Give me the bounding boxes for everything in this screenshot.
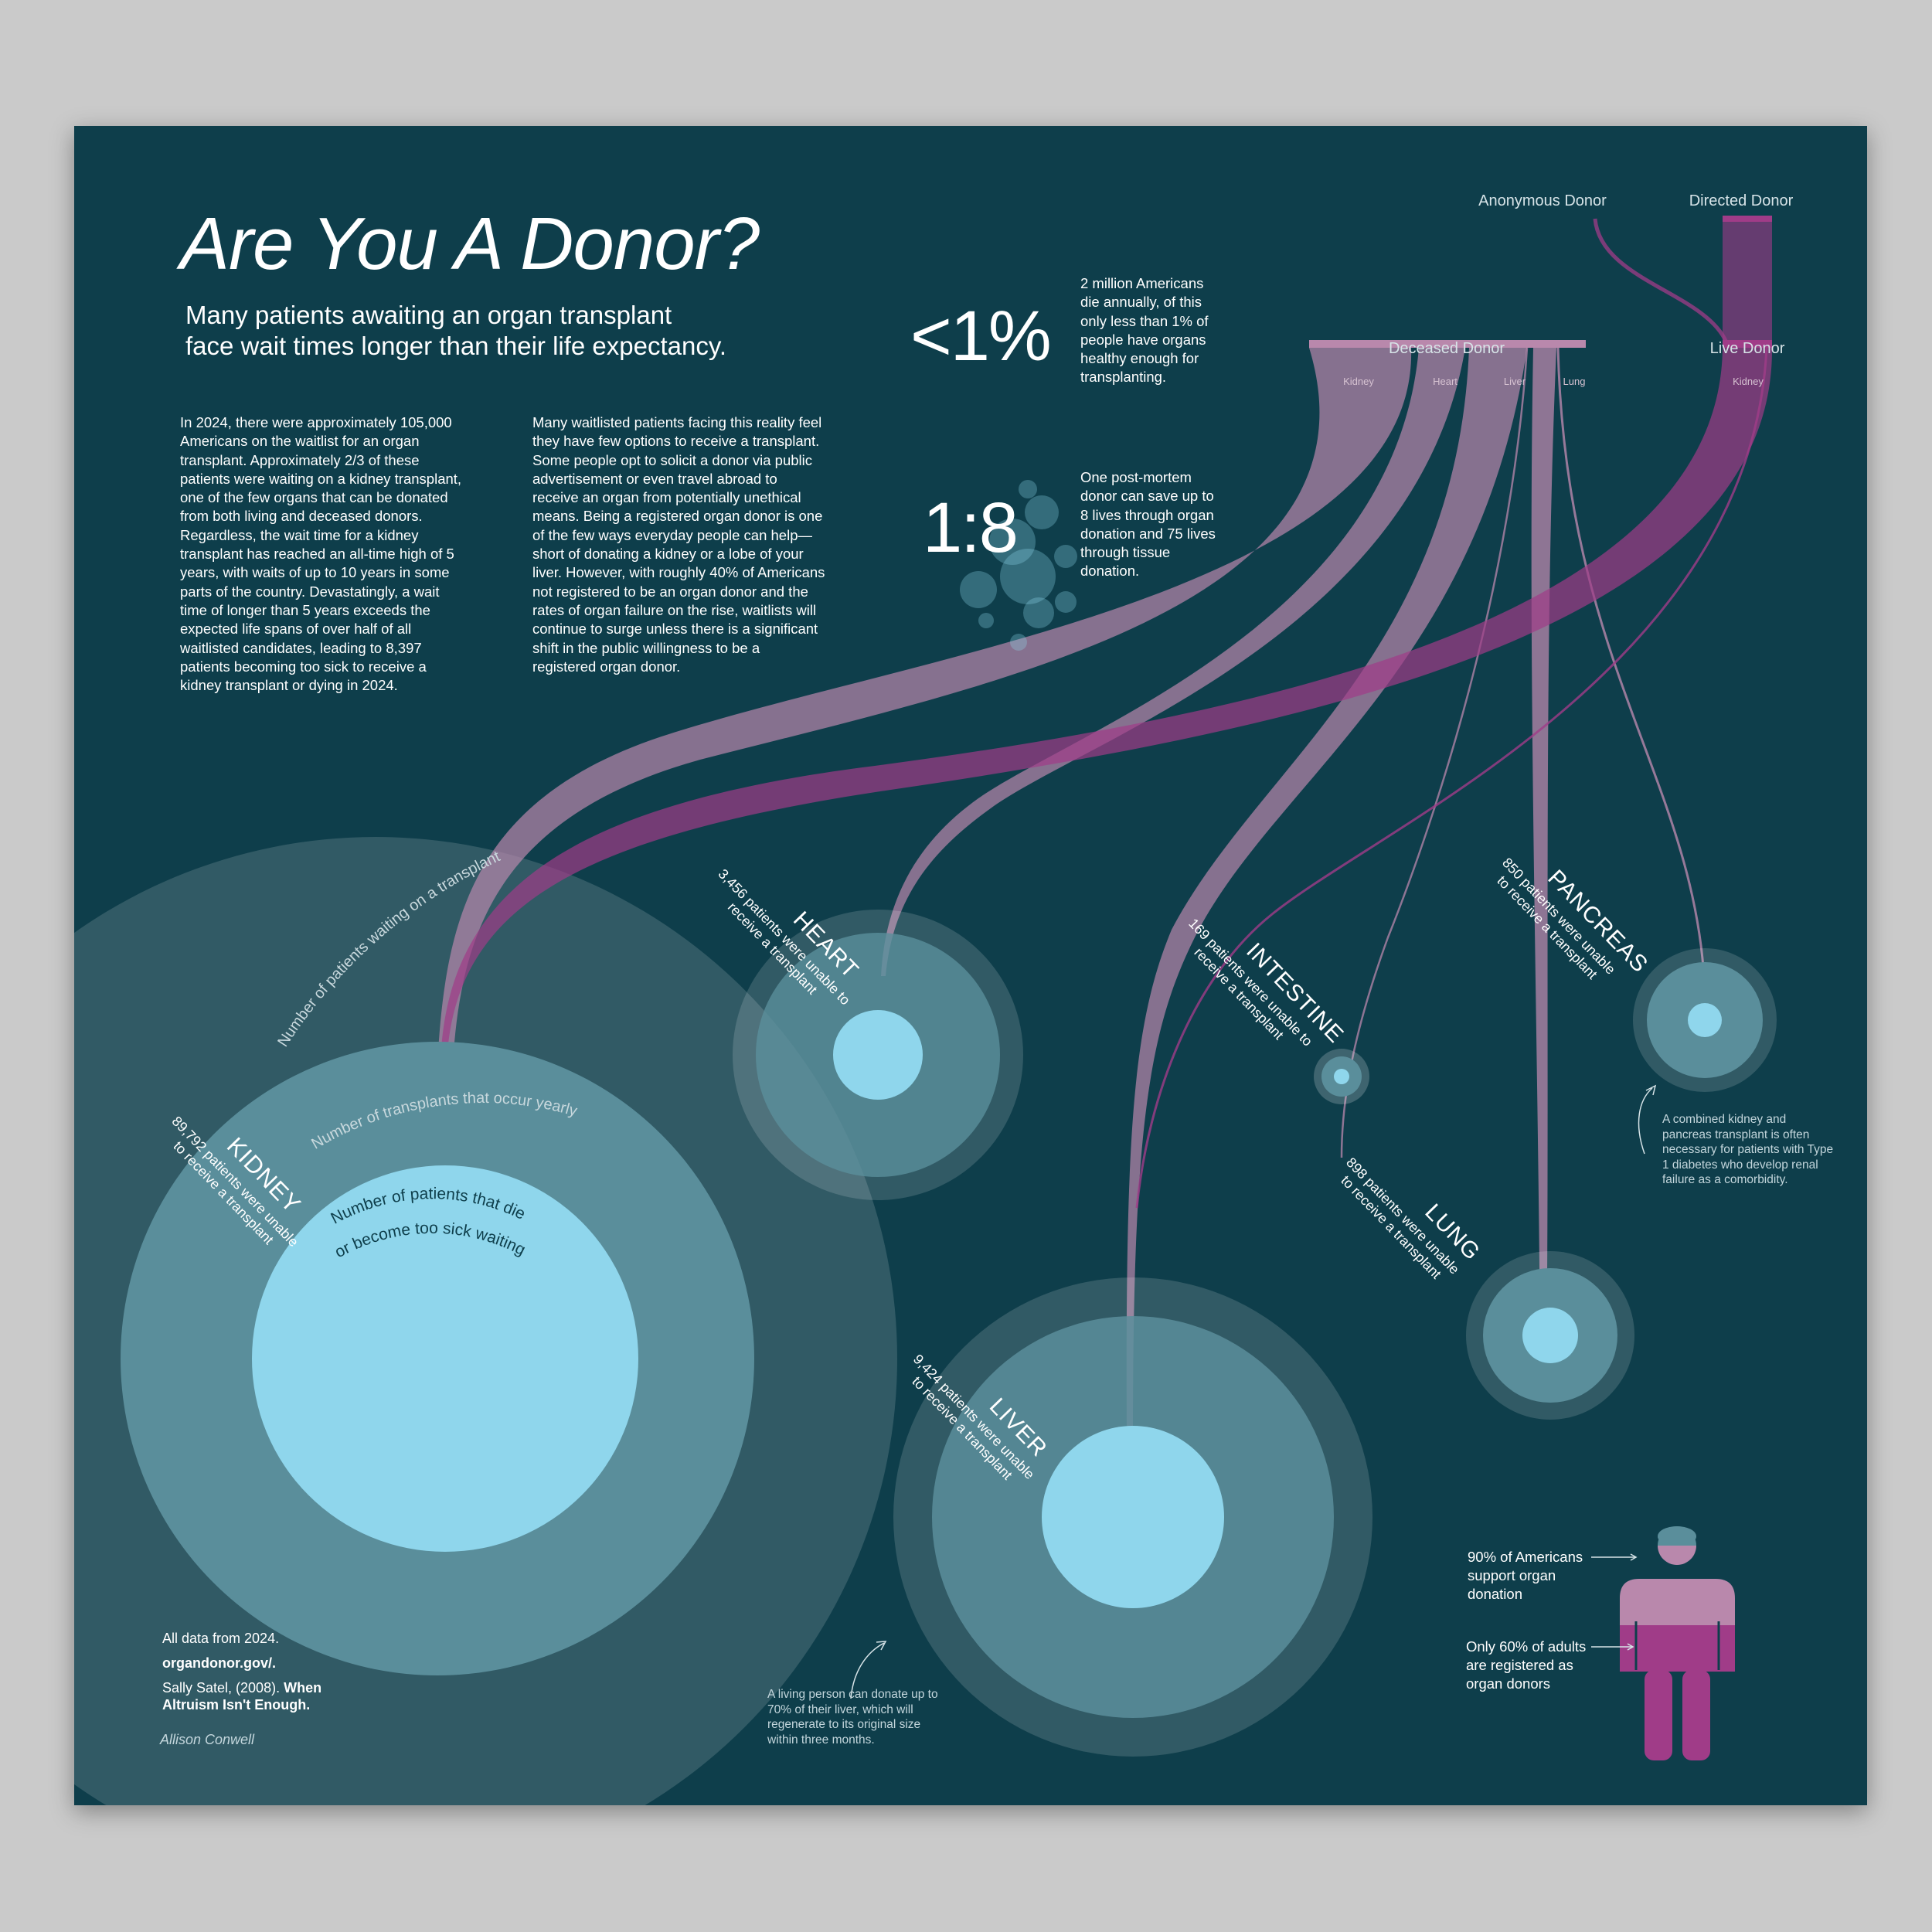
deceased-heart-label: Heart: [1433, 376, 1458, 387]
registered-pointer-head: [1627, 1643, 1634, 1651]
registered-label: Only 60% of adults are registered as org…: [1466, 1638, 1587, 1692]
infographic-graphics: Number of patients waiting on a transpla…: [74, 192, 1794, 1805]
person-figure-icon: [1620, 1526, 1735, 1760]
support-pointer-head: [1630, 1553, 1638, 1561]
anonymous-donor-label: Anonymous Donor: [1478, 192, 1607, 209]
author-credit: Allison Conwell: [160, 1732, 255, 1747]
pancreas-die-circle: [1688, 1003, 1722, 1037]
sources-line3: Sally Satel, (2008). When Altruism Isn't…: [162, 1679, 325, 1713]
intro-column-2: Many waitlisted patients facing this rea…: [532, 414, 825, 675]
flow-deceased-pancreas: [1556, 347, 1706, 992]
sources-citation: Sally Satel, (2008).: [162, 1680, 284, 1696]
sources: All data from 2024. organdonor.gov/. Sal…: [162, 1630, 394, 1713]
liver-note-arrowhead: [876, 1641, 887, 1651]
heart-die-circle: [833, 1010, 923, 1100]
liver-die-circle: [1042, 1426, 1224, 1608]
deceased-liver-label: Liver: [1504, 376, 1526, 387]
flow-live-liver: [1135, 347, 1768, 1209]
liver-note: A living person can donate up to 70% of …: [767, 1688, 938, 1747]
directed-donor-label: Directed Donor: [1689, 192, 1794, 209]
donor-flows: [437, 216, 1773, 1436]
stat-one-to-eight-text: One post-mortem donor can save up to 8 l…: [1080, 469, 1216, 580]
pancreas-label: PANCREAS 850 patients were unable to rec…: [1494, 855, 1652, 982]
intestine-die-circle: [1334, 1069, 1349, 1084]
sources-line2: organdonor.gov/.: [162, 1655, 276, 1671]
stat-one-to-eight: 1:8: [923, 488, 1019, 567]
bubbles-icon: [960, 480, 1077, 651]
flow-deceased-lung: [1531, 348, 1556, 1362]
page-subtitle-line2: face wait times longer than their life e…: [185, 332, 727, 360]
lung-stat-line2: to receive a transplant: [1338, 1172, 1444, 1281]
infographic-poster: Number of patients waiting on a transpla…: [74, 126, 1867, 1805]
deceased-lung-label: Lung: [1563, 376, 1586, 387]
intestine-label: INTESTINE 169 patients were unable to re…: [1185, 916, 1349, 1049]
intro-column-1: In 2024, there were approximately 105,00…: [180, 414, 462, 694]
lung-label: LUNG 898 patients were unable to receive…: [1338, 1155, 1485, 1282]
live-donor-label: Live Donor: [1710, 340, 1785, 357]
pancreas-note-arrowhead: [1645, 1084, 1657, 1096]
sources-citation-title: When Altruism Isn't Enough.: [162, 1680, 322, 1713]
directed-donor-block: [1723, 219, 1772, 342]
anonymous-donor-flow: [1593, 218, 1729, 344]
stat-less-than-one-percent-text: 2 million Americans die annually, of thi…: [1080, 275, 1209, 386]
support-label: 90% of Americans support organ donation: [1468, 1549, 1583, 1602]
page-subtitle-line1: Many patients awaiting an organ transpla…: [185, 301, 672, 329]
liver-note-arrow: [850, 1642, 885, 1699]
deceased-donor-label: Deceased Donor: [1389, 340, 1505, 357]
pancreas-note: A combined kidney and pancreas transplan…: [1662, 1113, 1834, 1186]
lung-die-circle: [1522, 1308, 1578, 1363]
live-kidney-label: Kidney: [1733, 376, 1764, 387]
deceased-donor-bar: [1309, 340, 1586, 348]
sources-line1: All data from 2024.: [162, 1631, 280, 1646]
directed-donor-cap: [1723, 216, 1772, 222]
page-title: Are You A Donor?: [180, 202, 760, 285]
live-donor-bar: [1723, 340, 1772, 348]
pancreas-note-arrow: [1638, 1087, 1653, 1155]
kidney-die-circle: [252, 1165, 638, 1552]
stat-less-than-one-percent: <1%: [910, 297, 1052, 376]
flow-deceased-liver: [1126, 348, 1527, 1436]
page-subtitle: Many patients awaiting an organ transpla…: [185, 300, 726, 362]
deceased-kidney-label: Kidney: [1343, 376, 1374, 387]
